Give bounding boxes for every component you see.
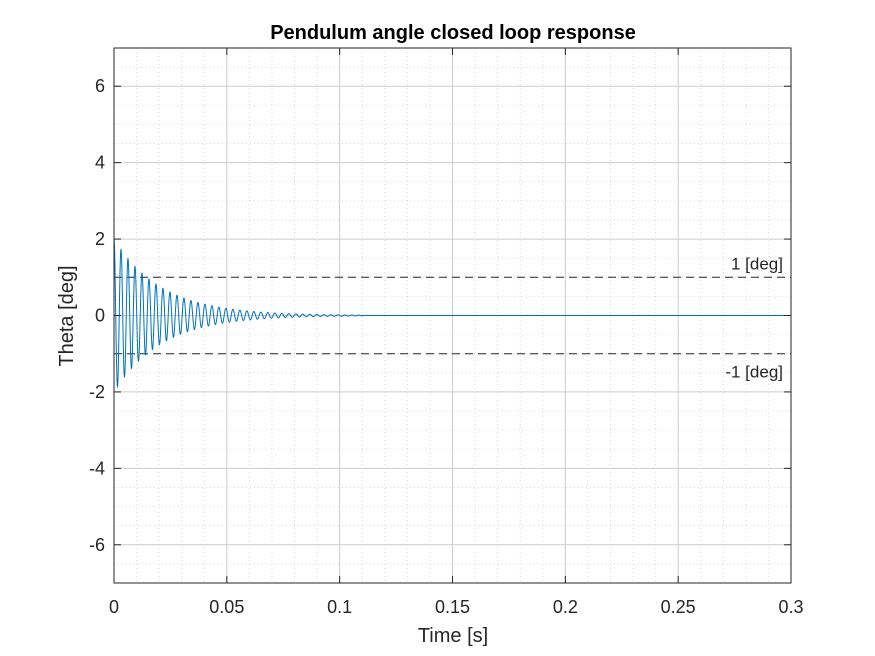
reference-line-label: 1 [deg] <box>731 254 783 273</box>
y-tick-label: 6 <box>95 76 105 96</box>
x-tick-label: 0.15 <box>435 597 470 617</box>
y-tick-label: 4 <box>95 153 105 173</box>
x-tick-label: 0.1 <box>327 597 352 617</box>
y-tick-label: 0 <box>95 306 105 326</box>
x-tick-label: 0 <box>109 597 119 617</box>
series-line <box>113 238 791 388</box>
chart-title: Pendulum angle closed loop response <box>270 22 636 44</box>
y-tick-label: -2 <box>89 382 105 402</box>
y-tick-labels: -6 -4 -2 0 2 4 6 <box>89 76 105 555</box>
y-tick-label: -4 <box>89 458 105 478</box>
x-tick-label: 0.3 <box>778 597 803 617</box>
x-axis-label: Time [s] <box>418 625 488 647</box>
y-tick-label: 2 <box>95 229 105 249</box>
y-tick-label: -6 <box>89 535 105 555</box>
tick-marks <box>113 48 792 583</box>
x-tick-label: 0.05 <box>209 597 244 617</box>
x-tick-label: 0.2 <box>553 597 578 617</box>
x-tick-label: 0.25 <box>661 597 696 617</box>
series-layer <box>113 238 791 388</box>
y-axis-label: Theta [deg] <box>56 265 78 366</box>
plot-axes: 1 [deg] -1 [deg] 0 0.05 0.1 0.15 0.2 0.25 0.3 -… <box>89 47 804 617</box>
x-tick-labels: 0 0.05 0.1 0.15 0.2 0.25 0.3 <box>109 597 804 617</box>
reference-lines: 1 [deg] -1 [deg] <box>114 254 791 382</box>
reference-line-label: -1 [deg] <box>725 363 783 382</box>
